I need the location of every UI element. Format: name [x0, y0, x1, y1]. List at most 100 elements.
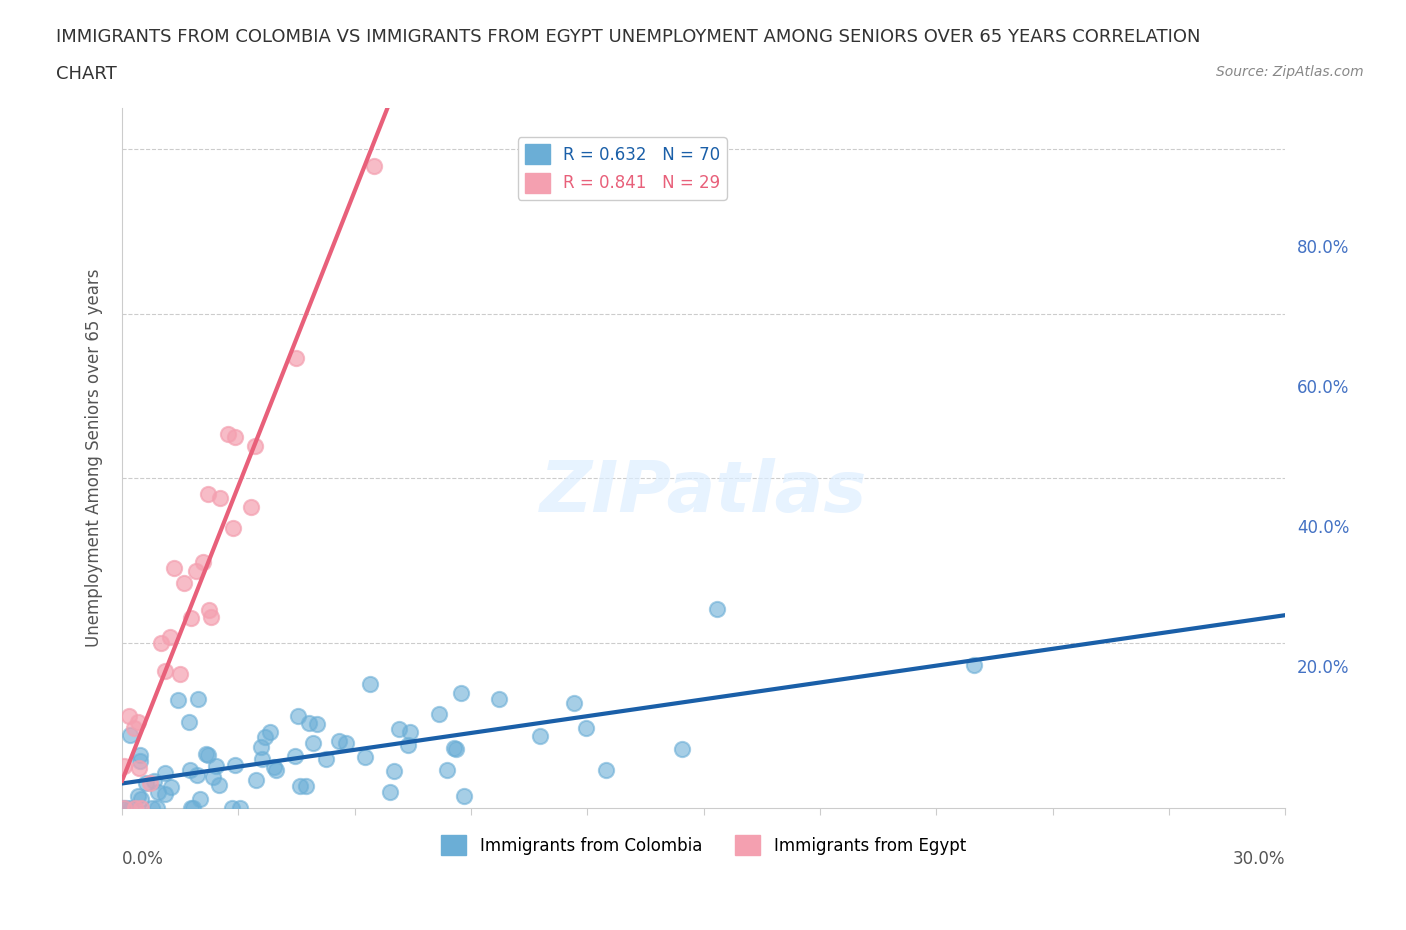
- Point: [112, 758, 135, 773]
- Point: [229, 800, 252, 815]
- Point: [396, 737, 419, 752]
- Point: [163, 561, 186, 576]
- Point: [191, 554, 214, 569]
- Point: [443, 740, 465, 755]
- Point: [263, 760, 285, 775]
- Point: [111, 800, 134, 815]
- Point: [180, 800, 202, 815]
- Text: 30.0%: 30.0%: [1233, 849, 1285, 868]
- Point: [118, 708, 141, 723]
- Point: [444, 741, 467, 756]
- Point: [129, 753, 152, 768]
- Text: Source: ZipAtlas.com: Source: ZipAtlas.com: [1216, 65, 1364, 79]
- Point: [384, 764, 406, 778]
- Text: ZIPatlas: ZIPatlas: [540, 458, 868, 527]
- Point: [295, 778, 318, 793]
- Point: [201, 770, 224, 785]
- Point: [141, 800, 163, 815]
- Point: [146, 785, 169, 800]
- Point: [221, 800, 243, 815]
- Text: 20.0%: 20.0%: [1298, 658, 1350, 677]
- Point: [173, 576, 195, 591]
- Point: [240, 499, 263, 514]
- Point: [146, 800, 169, 815]
- Point: [197, 747, 219, 762]
- Point: [259, 724, 281, 739]
- Point: [963, 658, 986, 672]
- Point: [142, 774, 165, 789]
- Point: [359, 676, 381, 691]
- Point: [529, 728, 551, 743]
- Point: [221, 520, 243, 535]
- Point: [706, 602, 728, 617]
- Text: 60.0%: 60.0%: [1298, 379, 1350, 397]
- Point: [160, 779, 183, 794]
- Point: [153, 766, 176, 781]
- Legend: Immigrants from Colombia, Immigrants from Egypt: Immigrants from Colombia, Immigrants fro…: [434, 829, 973, 862]
- Point: [302, 736, 325, 751]
- Point: [112, 800, 135, 815]
- Point: [285, 351, 308, 365]
- Point: [208, 777, 231, 792]
- Point: [399, 724, 422, 739]
- Point: [128, 761, 150, 776]
- Point: [354, 750, 377, 764]
- Point: [427, 707, 450, 722]
- Point: [335, 736, 357, 751]
- Point: [150, 635, 173, 650]
- Point: [129, 748, 152, 763]
- Point: [153, 664, 176, 679]
- Point: [195, 746, 218, 761]
- Text: 40.0%: 40.0%: [1298, 519, 1350, 537]
- Point: [184, 564, 207, 578]
- Point: [243, 439, 266, 454]
- Point: [264, 763, 287, 777]
- Point: [284, 749, 307, 764]
- Point: [245, 773, 267, 788]
- Point: [253, 729, 276, 744]
- Point: [169, 667, 191, 682]
- Point: [209, 490, 232, 505]
- Text: IMMIGRANTS FROM COLOMBIA VS IMMIGRANTS FROM EGYPT UNEMPLOYMENT AMONG SENIORS OVE: IMMIGRANTS FROM COLOMBIA VS IMMIGRANTS F…: [56, 28, 1201, 46]
- Point: [153, 786, 176, 801]
- Point: [217, 427, 239, 442]
- Point: [297, 715, 319, 730]
- Point: [120, 800, 142, 815]
- Point: [129, 800, 152, 815]
- Point: [127, 715, 149, 730]
- Point: [315, 751, 337, 766]
- Point: [122, 721, 145, 736]
- Point: [197, 486, 219, 501]
- Point: [450, 685, 472, 700]
- Point: [198, 603, 221, 618]
- Point: [287, 708, 309, 723]
- Point: [328, 734, 350, 749]
- Point: [138, 776, 160, 790]
- Point: [436, 763, 458, 777]
- Point: [250, 739, 273, 754]
- Point: [224, 757, 246, 772]
- Point: [378, 785, 401, 800]
- Point: [124, 800, 146, 815]
- Point: [305, 716, 328, 731]
- Point: [188, 791, 211, 806]
- Point: [187, 692, 209, 707]
- Point: [250, 751, 273, 766]
- Point: [159, 630, 181, 644]
- Point: [205, 759, 228, 774]
- Point: [388, 722, 411, 737]
- Text: 0.0%: 0.0%: [122, 849, 165, 868]
- Point: [453, 789, 475, 804]
- Point: [290, 778, 312, 793]
- Point: [575, 721, 598, 736]
- Point: [671, 742, 693, 757]
- Point: [363, 158, 385, 173]
- Text: CHART: CHART: [56, 65, 117, 83]
- Point: [115, 800, 138, 815]
- Point: [200, 609, 222, 624]
- Point: [488, 692, 510, 707]
- Point: [224, 430, 246, 445]
- Point: [562, 696, 585, 711]
- Point: [127, 789, 149, 804]
- Point: [595, 763, 617, 777]
